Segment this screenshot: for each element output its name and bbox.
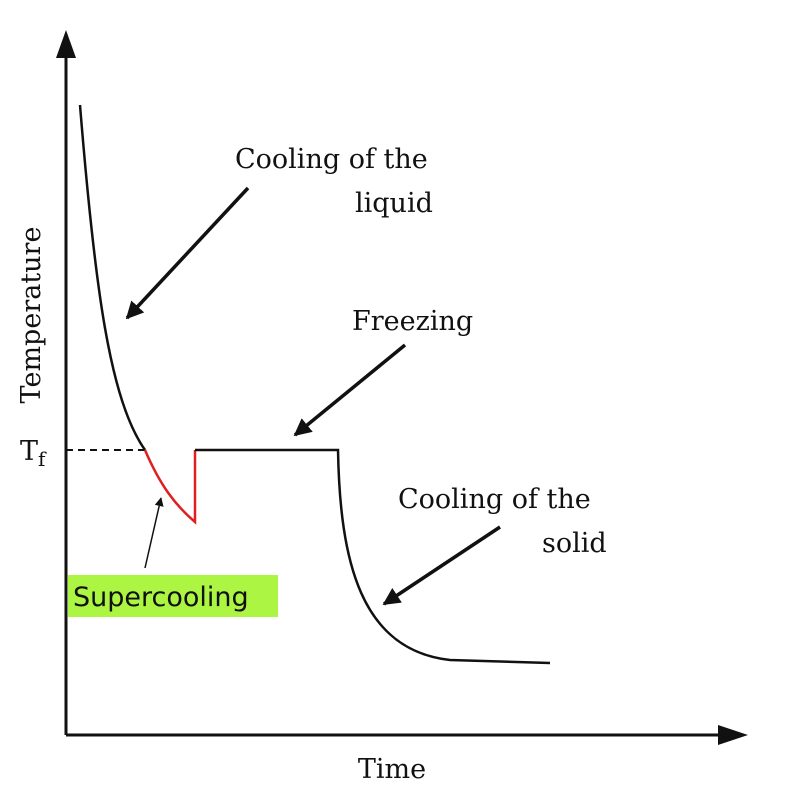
x-axis-label: Time <box>358 754 426 785</box>
supercooling-highlight <box>68 575 278 617</box>
solid-annotation: Cooling of the solid <box>398 484 607 559</box>
supercooling-arrow <box>144 497 164 569</box>
liquid-curve <box>78 104 147 451</box>
freezing-annotation: Freezing <box>352 306 473 337</box>
y-axis-arrow <box>56 30 76 58</box>
liquid-arrow <box>125 186 250 320</box>
solid-arrow <box>382 525 501 606</box>
supercooling-curve <box>143 449 197 525</box>
supercooling-annotation: Supercooling <box>73 582 249 613</box>
tf-label: Tf <box>20 436 47 471</box>
y-axis-label: Temperature <box>16 227 47 404</box>
x-axis-arrow <box>718 725 748 745</box>
freezing-and-solid-curve <box>195 448 551 665</box>
liquid-annotation: Cooling of the liquid <box>235 144 433 219</box>
freezing-arrow <box>293 343 407 437</box>
